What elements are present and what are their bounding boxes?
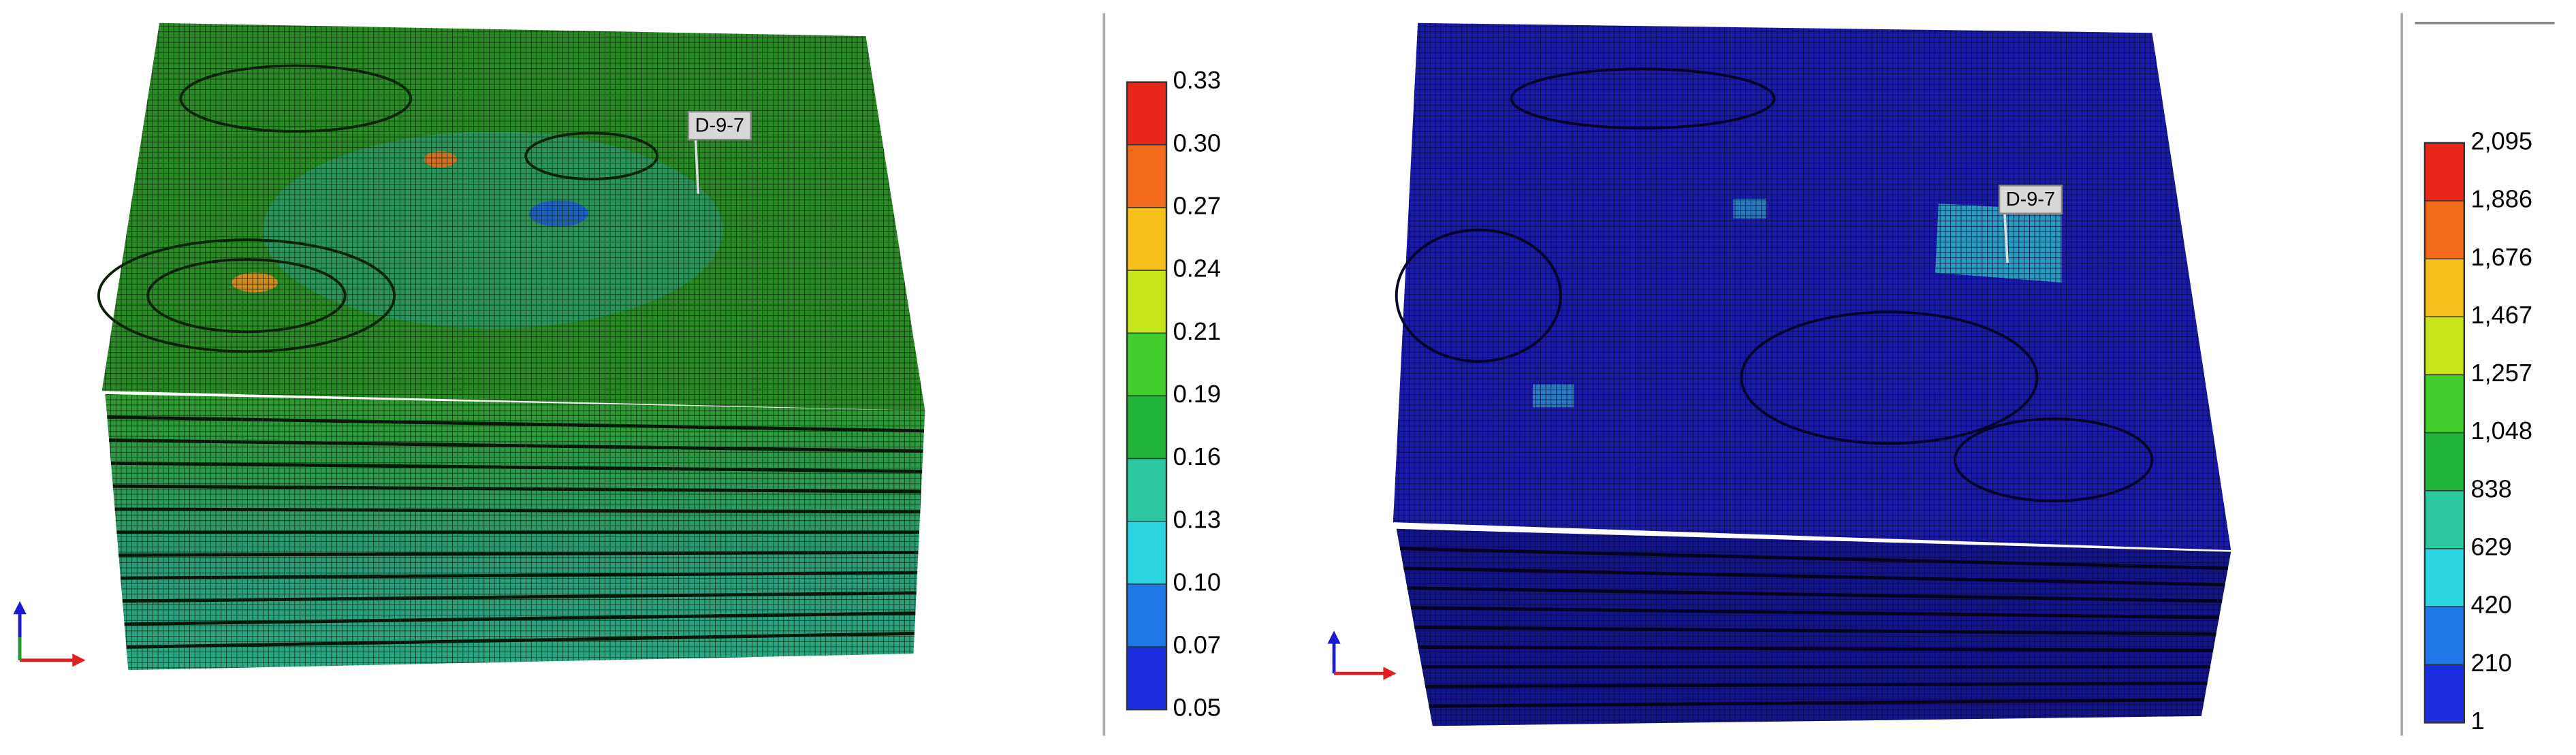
colorbar-band	[1126, 395, 1167, 460]
layer-edges	[1399, 547, 2228, 708]
layer-edge	[1410, 606, 2219, 620]
surface-grid	[1393, 22, 2231, 551]
colorbar-label: 1,676	[2470, 243, 2532, 271]
layer-edge	[114, 507, 921, 514]
well-label: D-9-7	[2006, 189, 2055, 210]
colorbar-label: 1,048	[2470, 417, 2532, 445]
colorbar-label: 1	[2470, 707, 2484, 735]
layer-edge	[1425, 681, 2208, 688]
layer-edge	[1407, 586, 2223, 603]
colorbar-band	[2424, 142, 2465, 202]
well-label: D-9-7	[695, 114, 744, 136]
axis-triad	[13, 600, 86, 667]
colorbar: 2,095 1,886 1,676 1,467 1,257 1,048 838 629 420 2…	[2423, 127, 2532, 735]
colorbar-band	[2424, 664, 2465, 724]
colorbar-band	[1126, 583, 1167, 647]
colorbar-label: 1,257	[2470, 359, 2532, 387]
colorbar-label: 0.07	[1173, 631, 1221, 659]
colorbar-label: 1,467	[2470, 301, 2532, 329]
colorbar-label: 1,886	[2470, 185, 2532, 213]
colorbar-label: 0.16	[1173, 443, 1221, 470]
colorbar-band	[2424, 606, 2465, 666]
colorbar-frame	[2423, 142, 2466, 724]
well-label-box	[687, 110, 752, 141]
layer-edge	[118, 550, 919, 557]
colorbar-band	[1126, 646, 1167, 710]
colorbar-band	[2424, 432, 2465, 492]
colorbar-band	[1126, 81, 1167, 146]
colorbar-frame	[1126, 81, 1168, 711]
colorbar-label: 210	[2470, 649, 2511, 677]
layer-edge	[1418, 645, 2214, 652]
layer-edge	[110, 461, 923, 473]
colorbar-label: 0.33	[1173, 66, 1221, 94]
layer-edge	[112, 484, 921, 494]
contours	[97, 64, 659, 353]
colorbar-label: 0.19	[1173, 380, 1221, 408]
colorbar-band	[2424, 374, 2465, 434]
colorbar-label: 838	[2470, 475, 2511, 502]
colorbar-label: 0.05	[1173, 694, 1221, 722]
colorbar: 0.33 0.30 0.27 0.24 0.21 0.19 0.16 0.13 0.10 0.07…	[1126, 66, 1221, 722]
layer-edges	[107, 415, 924, 649]
colorbar-band	[2424, 548, 2465, 607]
colorbar-label: 2,095	[2470, 127, 2532, 155]
colorbar-label: 0.30	[1173, 129, 1221, 157]
colorbar-band	[1126, 144, 1167, 208]
colorbar-band	[2424, 258, 2465, 318]
colorbar-label: 0.13	[1173, 505, 1221, 533]
layer-edge	[1399, 547, 2228, 571]
layer-edge	[109, 438, 923, 453]
layer-edge	[1414, 626, 2216, 636]
model-view-left: D-9-7	[13, 22, 925, 671]
layer-edge	[1403, 566, 2225, 587]
well-label-box	[1998, 184, 2063, 214]
colorbar-band	[1126, 332, 1167, 397]
colorbar-band	[1126, 207, 1167, 271]
colorbar-band	[2424, 316, 2465, 376]
layer-edge	[124, 611, 916, 626]
layer-edge	[1429, 698, 2205, 708]
colorbar-label: 0.27	[1173, 191, 1221, 219]
colorbar-band	[2424, 200, 2465, 259]
colorbar-band	[2424, 490, 2465, 549]
colorbar-label: 0.24	[1173, 255, 1221, 283]
layer-edge	[107, 415, 924, 433]
colorbar-band	[1126, 270, 1167, 334]
layer-edge	[122, 591, 917, 603]
colorbar-label: 0.10	[1173, 568, 1221, 596]
well-trace	[2003, 206, 2009, 263]
model-view-right: D-9-7	[1327, 22, 2231, 726]
colorbar-band	[1126, 520, 1167, 585]
colorbar-label: 420	[2470, 591, 2511, 619]
colorbar-label: 629	[2470, 533, 2511, 561]
contours	[1395, 67, 2154, 502]
surface-grid	[101, 22, 925, 411]
colorbar-band	[1126, 457, 1167, 522]
layer-grid	[1396, 528, 2231, 726]
axis-triad	[1327, 630, 1397, 680]
layer-edge	[126, 631, 915, 649]
layer-edge	[121, 571, 918, 580]
colorbar-label: 0.21	[1173, 317, 1221, 345]
